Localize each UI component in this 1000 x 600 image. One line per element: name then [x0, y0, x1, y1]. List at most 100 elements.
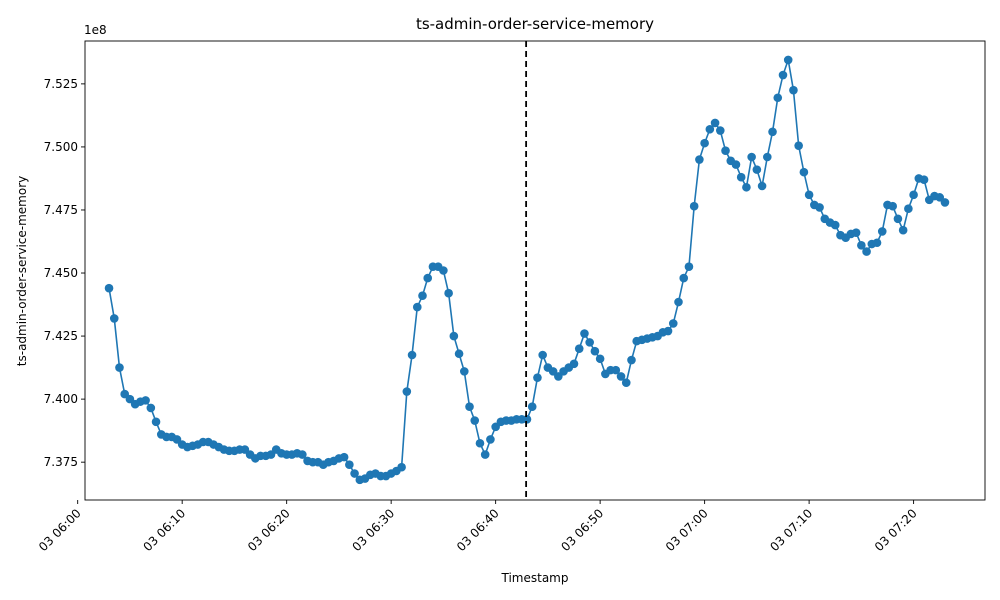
data-point	[752, 165, 762, 174]
data-point	[715, 126, 725, 135]
data-point	[872, 238, 882, 248]
x-tick-label: 03 06:20	[245, 506, 293, 554]
data-point	[449, 331, 459, 341]
data-point	[862, 247, 871, 256]
data-point	[527, 402, 537, 411]
data-point	[533, 373, 542, 382]
x-tick-label: 03 06:10	[140, 506, 188, 554]
data-point	[486, 435, 495, 444]
data-point	[109, 314, 119, 323]
data-point	[345, 460, 354, 469]
x-tick-label: 03 06:00	[36, 506, 84, 554]
data-point	[663, 326, 673, 336]
data-point	[804, 190, 814, 200]
data-point	[674, 297, 683, 307]
data-point	[480, 450, 490, 459]
data-point	[830, 220, 840, 230]
data-point	[898, 225, 908, 235]
data-point	[851, 228, 861, 237]
data-point	[418, 291, 427, 301]
x-tick-label: 03 07:10	[767, 506, 815, 554]
data-point	[470, 416, 480, 425]
data-point	[460, 367, 469, 376]
data-point	[736, 172, 746, 182]
data-point	[595, 354, 605, 364]
y-tick-label: 7.500	[44, 140, 78, 154]
x-tick-label: 03 07:20	[872, 506, 920, 554]
y-axis-label: ts-admin-order-service-memory	[15, 176, 29, 366]
data-point	[710, 118, 720, 128]
data-point	[742, 182, 751, 192]
data-point	[146, 403, 156, 413]
data-point	[407, 350, 417, 360]
data-point	[815, 203, 824, 212]
x-tick-label: 03 06:50	[558, 506, 606, 554]
data-point	[763, 152, 772, 162]
data-point	[705, 124, 715, 134]
data-point	[585, 338, 594, 347]
data-point	[475, 438, 485, 448]
data-point	[522, 415, 532, 424]
x-axis-ticks: 03 06:00 03 06:10 03 06:20 03 06:30 03 06:40…	[36, 500, 920, 554]
data-point	[747, 152, 756, 162]
data-point	[700, 138, 709, 148]
data-point	[893, 214, 903, 224]
y-axis-offset-label: 1e8	[84, 23, 107, 37]
y-tick-label: 7.375	[44, 455, 78, 469]
data-point	[877, 227, 887, 236]
y-tick-label: 7.475	[44, 203, 78, 217]
x-axis-label: Timestamp	[501, 571, 569, 585]
data-point	[569, 359, 579, 369]
y-tick-label: 7.425	[44, 329, 78, 343]
data-point	[397, 462, 406, 472]
chart-title: ts-admin-order-service-memory	[416, 15, 654, 33]
data-point	[151, 417, 161, 427]
data-point	[104, 283, 114, 293]
data-point	[679, 273, 689, 283]
data-point	[590, 346, 600, 356]
data-point	[904, 204, 913, 214]
data-point	[888, 201, 897, 211]
data-point	[778, 70, 788, 80]
y-axis-ticks: 7.375 7.400 7.425 7.450 7.475 7.500 7.525	[44, 77, 85, 469]
y-tick-label: 7.400	[44, 392, 78, 406]
data-point	[350, 469, 359, 478]
y-tick-label: 7.525	[44, 77, 78, 91]
data-point	[689, 201, 699, 211]
data-point	[919, 175, 929, 185]
data-point	[684, 262, 694, 272]
data-point	[141, 396, 150, 405]
data-point	[621, 378, 631, 388]
data-point	[444, 288, 453, 298]
data-point	[799, 167, 809, 177]
data-point	[773, 93, 783, 103]
data-point	[339, 452, 349, 462]
data-point	[412, 302, 422, 312]
data-point	[721, 146, 730, 156]
x-tick-label: 03 06:40	[454, 506, 502, 554]
data-point	[454, 349, 464, 359]
data-point	[940, 198, 950, 207]
data-point	[627, 355, 636, 365]
data-point	[789, 85, 798, 95]
data-point	[616, 372, 626, 381]
x-tick-label: 03 07:00	[663, 506, 711, 554]
data-point	[794, 141, 803, 150]
plot-area	[104, 41, 950, 500]
y-tick-label: 7.450	[44, 266, 78, 280]
data-point	[731, 160, 741, 169]
data-point	[298, 450, 307, 459]
data-point	[439, 266, 448, 275]
data-point	[768, 127, 777, 137]
data-point	[783, 55, 793, 65]
data-point	[668, 319, 678, 328]
x-tick-label: 03 06:30	[349, 506, 397, 554]
data-point	[574, 344, 584, 353]
data-point	[695, 155, 704, 164]
data-point	[402, 387, 412, 396]
data-point	[580, 329, 589, 338]
data-point	[909, 190, 918, 200]
data-point	[115, 363, 124, 372]
data-point	[857, 240, 866, 250]
